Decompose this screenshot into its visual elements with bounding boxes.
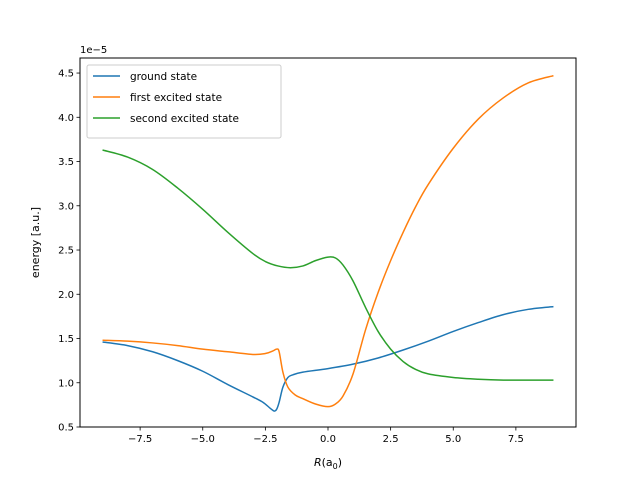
- x-tick-label: 7.5: [508, 434, 524, 445]
- y-tick-label: 2.0: [58, 290, 74, 301]
- x-axis-label-unit-subscript: 0: [333, 462, 338, 471]
- y-axis-ticks: 0.5 1.0 1.5 2.0 2.5 3.0 3.5 4.0 4.5: [58, 69, 80, 434]
- x-axis-label-unit: a: [326, 456, 333, 469]
- x-axis-ticks: −7.5 −5.0 −2.5 0.0 2.5 5.0 7.5: [128, 427, 524, 445]
- y-tick-label: 3.0: [58, 201, 74, 212]
- series-layer: [102, 74, 554, 412]
- y-axis-label: energy [a.u.]: [29, 207, 42, 278]
- legend-label-2: first excited state: [130, 92, 222, 104]
- y-tick-label: 0.5: [58, 423, 74, 434]
- y-tick-label: 1.5: [58, 334, 74, 345]
- y-tick-label: 4.5: [58, 69, 74, 80]
- legend-box: [86, 64, 282, 139]
- legend-label-3: second excited state: [130, 113, 239, 125]
- y-tick-label: 2.5: [58, 246, 74, 257]
- y-tick-label: 1.0: [58, 378, 74, 389]
- series-line-2: [102, 74, 554, 408]
- x-axis-label-open: (: [322, 456, 326, 469]
- legend: ground state first excited state second ex…: [86, 64, 282, 139]
- y-tick-label: 3.5: [58, 157, 74, 168]
- y-tick-label: 4.0: [58, 113, 74, 124]
- series-line-3: [102, 149, 554, 381]
- x-tick-label: 5.0: [445, 434, 461, 445]
- x-axis-label: R(a0): [314, 456, 342, 471]
- x-tick-label: 0.0: [320, 434, 336, 445]
- series-line-1: [102, 305, 554, 412]
- y-scale-label: 1e−5: [80, 45, 107, 56]
- x-tick-label: −2.5: [253, 434, 277, 445]
- x-tick-label: −7.5: [128, 434, 152, 445]
- x-tick-label: −5.0: [191, 434, 215, 445]
- x-tick-label: 2.5: [383, 434, 399, 445]
- x-axis-label-close: ): [338, 456, 342, 469]
- x-axis-label-var: R: [314, 456, 322, 469]
- legend-label-1: ground state: [130, 71, 197, 83]
